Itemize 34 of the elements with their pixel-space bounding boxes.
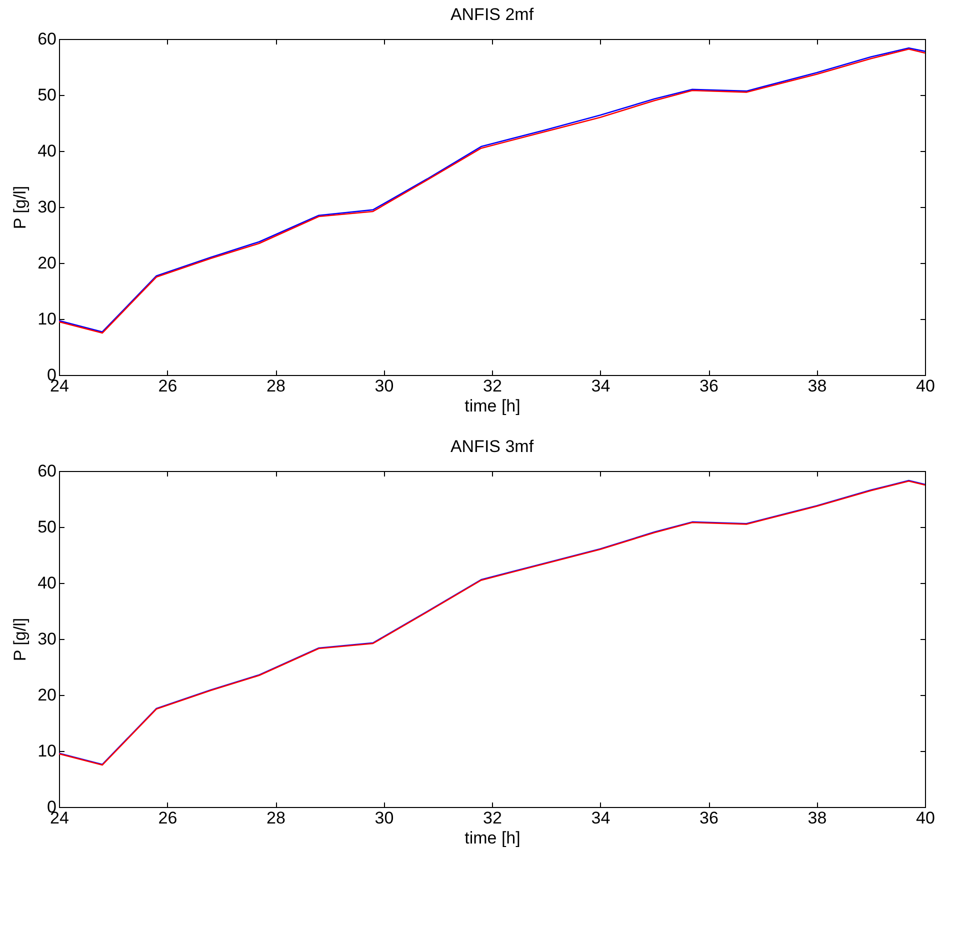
x-tick-label: 38: [808, 808, 827, 828]
x-tick-label: 30: [374, 376, 394, 396]
y-tick-label: 10: [38, 310, 56, 328]
x-axis-title: time [h]: [464, 828, 520, 848]
y-tick-label: 60: [38, 462, 56, 480]
y-tick-label: 20: [38, 686, 56, 704]
x-axis-title: time [h]: [464, 396, 520, 416]
y-tick-label: 10: [38, 742, 56, 760]
y-axis-title: P [g/l]: [10, 186, 30, 230]
x-tick-label: 28: [266, 808, 286, 828]
x-tick-label: 34: [591, 376, 610, 396]
x-tick-label: 26: [158, 376, 178, 396]
x-tick-label: 30: [374, 808, 394, 828]
x-tick-label: 28: [266, 376, 286, 396]
y-tick-label: 30: [38, 198, 56, 216]
chart-title: ANFIS 2mf: [450, 5, 534, 24]
x-tick-label: 32: [483, 808, 502, 828]
y-tick-label: 60: [38, 30, 56, 48]
y-tick-label: 30: [38, 630, 56, 648]
x-tick-label: 36: [700, 376, 718, 396]
x-tick-label: 26: [158, 808, 178, 828]
x-tick-label: 38: [808, 376, 827, 396]
y-tick-label: 50: [38, 86, 56, 104]
y-tick-label: 20: [38, 254, 56, 272]
y-tick-label: 40: [38, 142, 56, 160]
x-tick-label: 32: [483, 376, 502, 396]
x-tick-label: 36: [700, 808, 718, 828]
x-tick-label: 40: [916, 376, 935, 396]
y-axis-title: P [g/l]: [10, 618, 30, 662]
y-tick-label: 40: [38, 574, 56, 592]
chart-title: ANFIS 3mf: [450, 437, 534, 456]
x-tick-label: 40: [916, 808, 935, 828]
x-tick-label: 34: [591, 808, 610, 828]
y-tick-label: 50: [38, 518, 56, 536]
